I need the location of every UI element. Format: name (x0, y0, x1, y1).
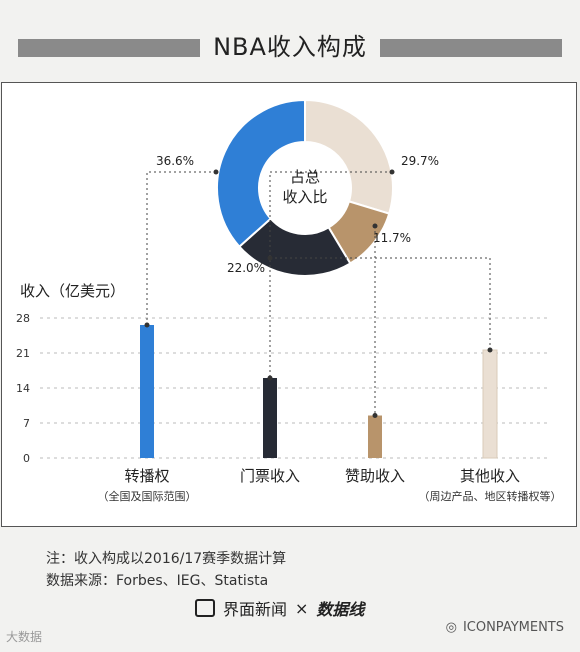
brand-name: 界面新闻 (223, 600, 288, 619)
x-subcategory-0: （全国及国际范围） (98, 489, 197, 503)
pie-slice-1 (304, 98, 394, 215)
note-source: 数据来源：Forbes、IEG、Statista (46, 573, 269, 589)
bar-1 (263, 378, 277, 458)
x-subcategory-3: （周边产品、地区转播权等） (419, 489, 562, 503)
pie-value-label-1: 29.7% (401, 154, 439, 168)
connector-1 (269, 171, 392, 378)
bar-top-dot-0 (144, 322, 150, 328)
note-calculation: 注：收入构成以2016/17赛季数据计算 (46, 551, 287, 567)
connector-0 (146, 171, 216, 325)
watermark-left: 大数据 (6, 630, 43, 644)
x-category-0: 转播权 (124, 467, 169, 485)
jiemian-logo-icon (195, 599, 215, 617)
x-category-2: 赞助收入 (345, 467, 405, 485)
y-tick-1: 7 (23, 417, 30, 430)
bar-top-dot-3 (487, 347, 493, 353)
connector-dot-3 (267, 255, 273, 261)
y-tick-4: 28 (16, 312, 30, 325)
bar-top-dot-1 (267, 375, 273, 381)
y-axis-label: 收入（亿美元） (20, 282, 125, 300)
page-title: NBA收入构成 (200, 26, 380, 62)
watermark-right-text: ICONPAYMENTS (462, 620, 564, 635)
pie-value-label-3: 22.0% (227, 261, 265, 275)
x-category-1: 门票收入 (240, 467, 300, 485)
connector-3 (270, 257, 491, 350)
pie-value-label-0: 36.6% (156, 154, 194, 168)
brand-times: × (295, 598, 309, 618)
connector-dot-0 (213, 169, 219, 175)
y-tick-0: 0 (23, 452, 30, 465)
y-tick-3: 21 (16, 347, 30, 360)
connector-dot-2 (372, 223, 378, 229)
pie-value-label-2: 11.7% (373, 231, 411, 245)
y-tick-2: 14 (16, 382, 30, 395)
partner-logo: 数据线 (316, 600, 365, 619)
bar-2 (368, 415, 382, 458)
donut-center-label-1: 占总 (290, 168, 320, 186)
donut-center-label-2: 收入比 (282, 188, 327, 206)
bar-top-dot-2 (372, 413, 378, 418)
donut-hole (260, 143, 350, 233)
bar-0 (140, 325, 154, 458)
pie-slice-0 (216, 98, 306, 249)
wechat-icon: ◎ (445, 620, 457, 635)
x-category-3: 其他收入 (460, 467, 520, 485)
watermark-right: ◎ ICONPAYMENTS (446, 620, 564, 635)
bar-3 (482, 349, 498, 459)
connector-dot-1 (389, 169, 395, 175)
brand-row: 界面新闻 × 数据线 (195, 596, 364, 620)
